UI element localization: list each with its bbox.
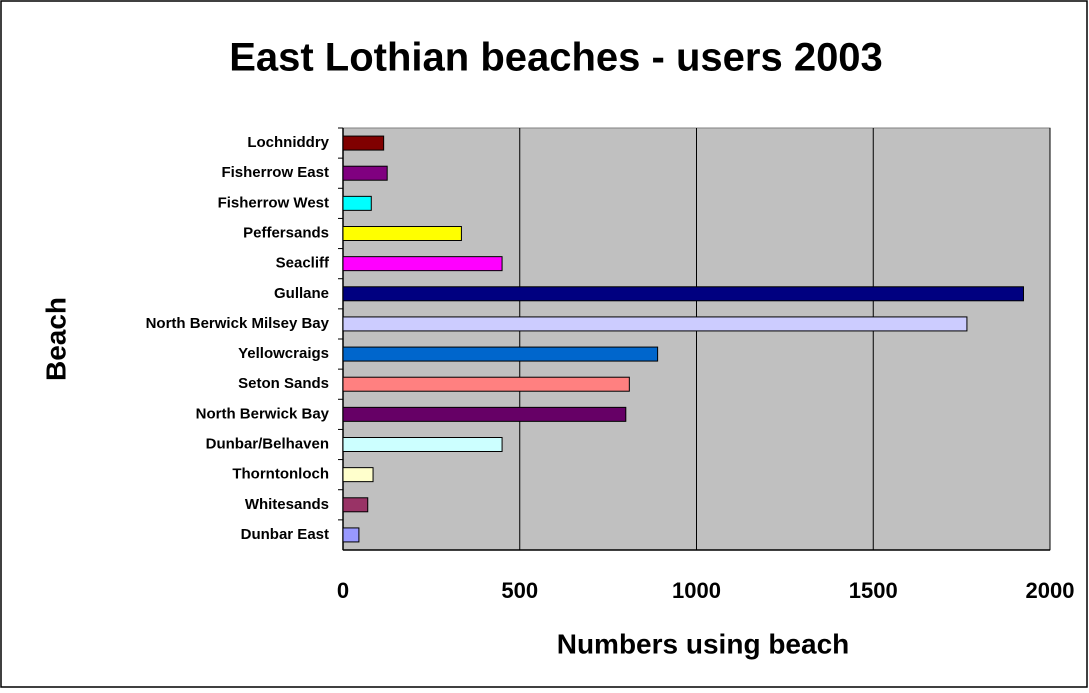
y-tick-label: Dunbar/Belhaven bbox=[206, 435, 329, 452]
x-tick-label: 0 bbox=[337, 578, 349, 603]
y-tick-label: Seton Sands bbox=[238, 375, 329, 392]
chart-title: East Lothian beaches - users 2003 bbox=[229, 36, 883, 80]
bar bbox=[342, 256, 503, 272]
bar bbox=[342, 437, 503, 452]
y-tick-label: Peffersands bbox=[243, 224, 329, 241]
x-tick-label: 2000 bbox=[1026, 578, 1075, 603]
bar bbox=[342, 376, 630, 392]
x-tick-label: 1000 bbox=[672, 578, 721, 603]
bar bbox=[342, 406, 627, 422]
y-tick-label: Thorntonloch bbox=[232, 466, 329, 483]
bar bbox=[342, 497, 369, 513]
y-tick-label: Fisherrow East bbox=[221, 164, 329, 181]
bar bbox=[342, 165, 388, 181]
bar bbox=[342, 527, 360, 543]
y-tick-label: North Berwick Bay bbox=[196, 405, 330, 422]
bar bbox=[342, 346, 659, 362]
bar bbox=[342, 195, 372, 211]
y-tick-label: Yellowcraigs bbox=[238, 345, 329, 362]
y-tick-label: Whitesands bbox=[245, 496, 329, 513]
y-tick-label: North Berwick Milsey Bay bbox=[146, 315, 330, 332]
y-tick-label: Seacliff bbox=[276, 255, 330, 272]
bar bbox=[342, 135, 385, 151]
y-axis-label: Beach bbox=[40, 297, 71, 381]
bar bbox=[342, 226, 462, 241]
y-tick-label: Dunbar East bbox=[241, 526, 329, 543]
y-tick-label: Fisherrow West bbox=[218, 194, 329, 211]
x-axis-label: Numbers using beach bbox=[557, 628, 850, 659]
y-tick-label: Lochniddry bbox=[247, 134, 329, 151]
bar bbox=[342, 316, 968, 332]
x-tick-label: 500 bbox=[501, 578, 538, 603]
bar bbox=[342, 467, 374, 483]
x-tick-label: 1500 bbox=[849, 578, 898, 603]
bar bbox=[342, 286, 1024, 302]
y-tick-label: Gullane bbox=[274, 285, 329, 302]
